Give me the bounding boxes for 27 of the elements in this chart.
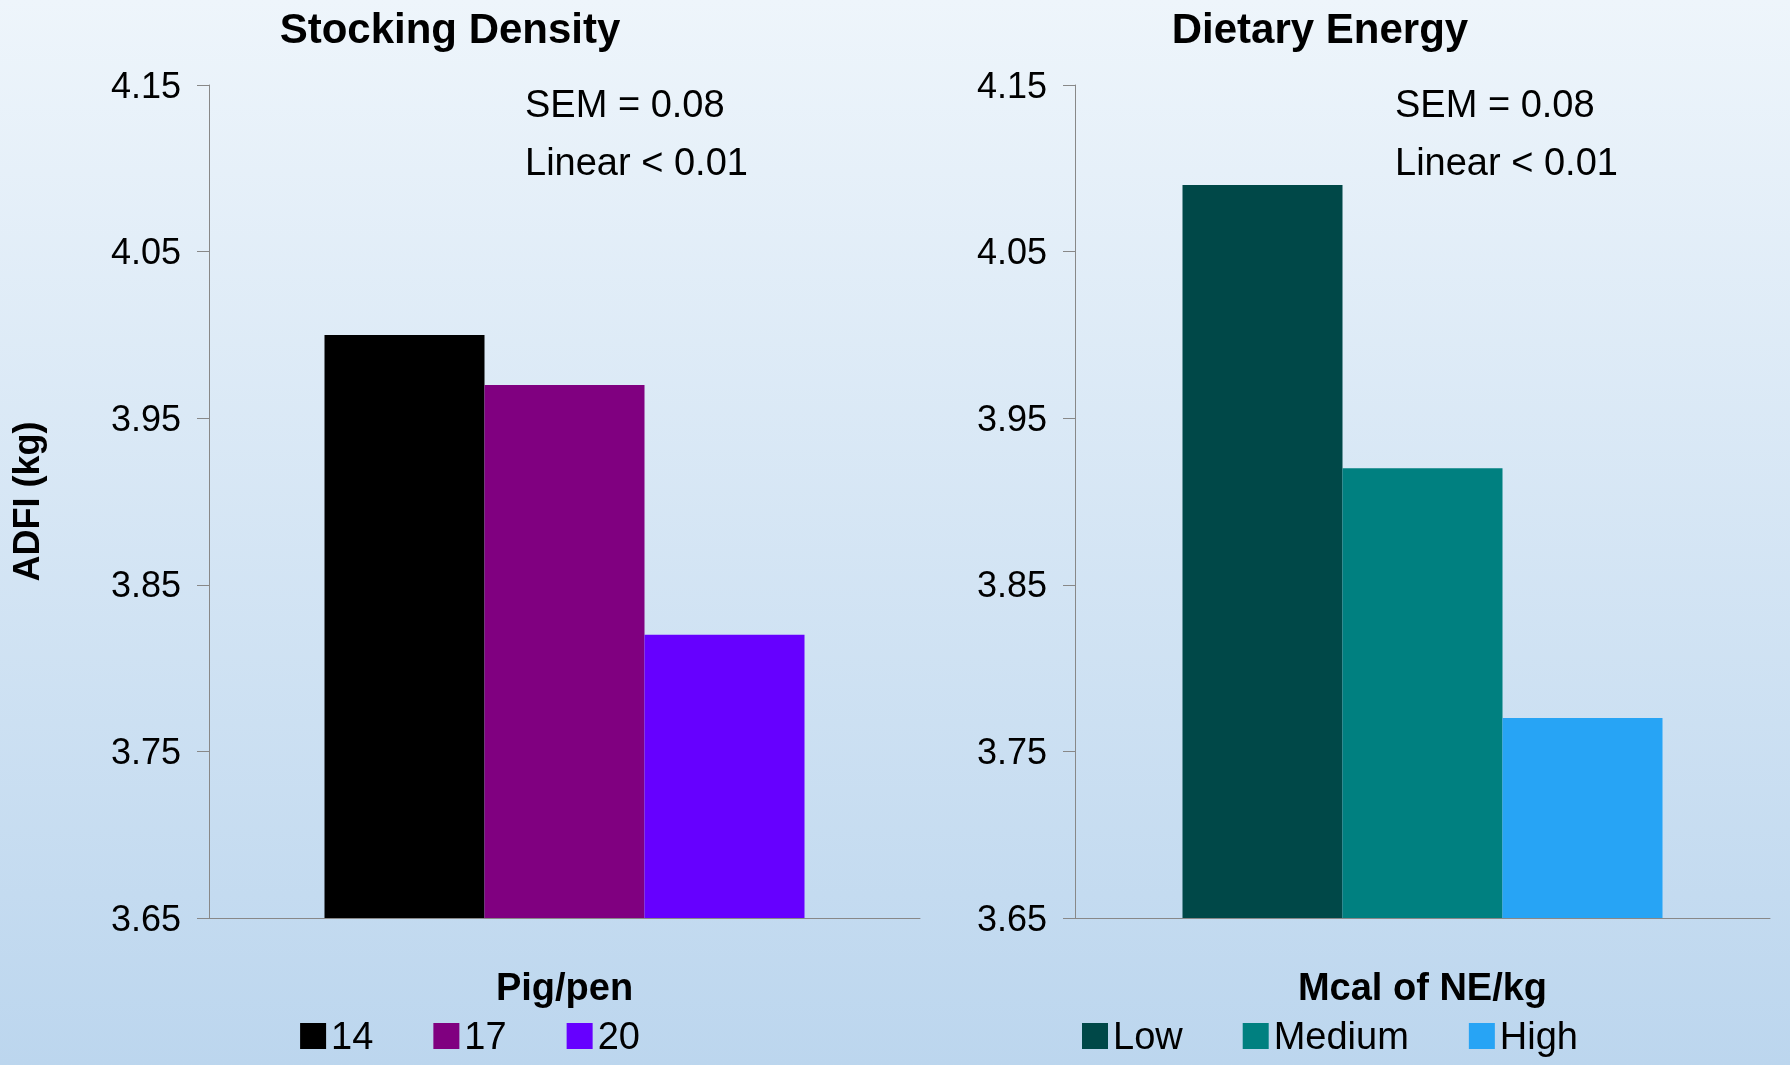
annotation: Linear < 0.01 — [525, 141, 748, 183]
y-tick-label: 3.95 — [976, 397, 1047, 439]
legend-label: High — [1499, 1015, 1579, 1057]
y-tick-label: 3.75 — [976, 730, 1047, 772]
x-axis-title: Pig/pen — [495, 966, 634, 1008]
annotation: Linear < 0.01 — [1395, 141, 1618, 183]
legend-label: 14 — [331, 1015, 374, 1057]
y-tick-label: 3.65 — [976, 897, 1047, 939]
legend-label: Medium — [1273, 1015, 1409, 1057]
chart-title: Stocking Density — [279, 4, 621, 52]
y-tick-label: 3.85 — [110, 564, 181, 606]
y-tick-label: 4.05 — [110, 231, 181, 273]
y-tick-label: 3.85 — [976, 564, 1047, 606]
annotation: SEM = 0.08 — [1395, 83, 1595, 125]
y-tick-label: 4.05 — [976, 231, 1047, 273]
chart-title: Dietary Energy — [1171, 4, 1469, 52]
x-axis-title: Mcal of NE/kg — [1297, 966, 1548, 1008]
y-tick-label: 4.15 — [110, 64, 181, 106]
y-tick-label: 3.95 — [110, 397, 181, 439]
y-tick-label: 4.15 — [976, 64, 1047, 106]
legend-label: 20 — [597, 1015, 640, 1057]
legend-label: 17 — [464, 1015, 507, 1057]
y-tick-label: 3.65 — [110, 897, 181, 939]
legend-label: Low — [1112, 1015, 1184, 1057]
y-tick-label: 3.75 — [110, 730, 181, 772]
y-axis-title: ADFI (kg) — [5, 421, 47, 582]
annotation: SEM = 0.08 — [525, 83, 725, 125]
